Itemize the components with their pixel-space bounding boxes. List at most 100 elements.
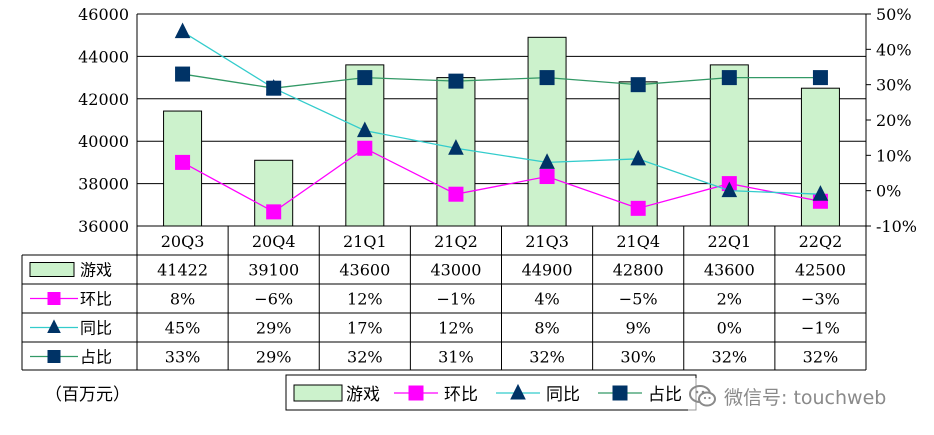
table-cell: 29% <box>256 348 292 367</box>
series-line <box>182 31 821 195</box>
data-point <box>266 80 282 96</box>
table-cell: 32% <box>803 348 839 367</box>
legend-key-marker <box>612 385 628 401</box>
category-label: 20Q4 <box>252 232 296 251</box>
data-point <box>812 70 828 86</box>
y-left-tick-label: 42000 <box>78 90 129 109</box>
legend-key-marker <box>47 292 61 305</box>
data-table: 20Q3 20Q4 21Q1 21Q2 21Q3 21Q4 22Q1 22Q2 游戏 41422 3… <box>21 225 867 371</box>
data-point <box>174 22 191 39</box>
legend-label: 同比 <box>546 385 580 405</box>
y-right-tick-label: 10% <box>876 146 912 165</box>
table-cell: 43600 <box>339 261 390 280</box>
table-cell: 32% <box>712 348 748 367</box>
table-cell: 43600 <box>704 261 755 280</box>
legend-key-bar <box>29 262 75 277</box>
data-point <box>448 73 464 89</box>
category-label: 22Q2 <box>799 232 843 251</box>
legend-label: 占比 <box>648 385 682 405</box>
unit-label: （百万元） <box>45 385 130 405</box>
legend-key-marker <box>408 385 424 401</box>
table-cell: 2% <box>717 290 742 309</box>
watermark-text: 微信号: touchweb <box>724 386 887 409</box>
legend-key-marker <box>510 383 526 400</box>
y-right-tick-label: 20% <box>876 111 912 130</box>
data-point <box>175 66 191 82</box>
watermark: 微信号: touchweb <box>688 378 928 414</box>
bar-series <box>163 36 840 227</box>
y-left-tick-label: 46000 <box>78 5 129 24</box>
bar <box>527 36 567 227</box>
table-cell: 42800 <box>613 261 664 280</box>
data-point <box>266 204 282 220</box>
legend-label: 游戏 <box>346 385 380 405</box>
data-point <box>630 200 646 216</box>
y-right-tick-label: 0% <box>876 182 901 201</box>
data-point <box>448 139 464 155</box>
table-cell: 9% <box>625 319 650 338</box>
data-point <box>357 70 373 86</box>
data-point <box>721 181 738 198</box>
table-cell: −5% <box>619 290 658 309</box>
table-cell: 30% <box>620 348 656 367</box>
table-cell: −1% <box>801 319 840 338</box>
line-series <box>174 22 829 220</box>
data-point <box>357 140 373 156</box>
table-cell: 44900 <box>522 261 573 280</box>
legend-key-bar <box>293 384 343 402</box>
legend-key-marker <box>47 350 61 363</box>
table-cell: −1% <box>437 290 476 309</box>
table-cell: 33% <box>165 348 201 367</box>
table-cell: 0% <box>717 319 742 338</box>
table-cell: 29% <box>256 319 292 338</box>
table-cell: −6% <box>254 290 293 309</box>
y-left-tick-label: 36000 <box>78 217 129 236</box>
table-cell: 32% <box>347 348 383 367</box>
y-left-tick-label: 38000 <box>78 175 129 194</box>
data-point <box>539 153 555 169</box>
legend: 游戏 环比 同比 占比 <box>285 374 697 411</box>
table-cell: 41422 <box>157 261 208 280</box>
table-cell: −3% <box>801 290 840 309</box>
row-header: 占比 <box>80 348 112 367</box>
table-cell: 45% <box>165 319 201 338</box>
data-point <box>721 70 737 86</box>
table-cell: 12% <box>347 290 383 309</box>
gridlines <box>137 13 866 227</box>
y-right-tick-label: -10% <box>876 217 917 236</box>
series-line <box>182 73 821 89</box>
bar <box>709 64 749 227</box>
category-label: 20Q3 <box>161 232 205 251</box>
data-point <box>539 70 555 86</box>
category-label: 22Q1 <box>707 232 751 251</box>
data-point <box>175 154 191 170</box>
y-right-tick-label: 40% <box>876 40 912 59</box>
table-cell: 43000 <box>430 261 481 280</box>
table-cell: 17% <box>347 319 383 338</box>
category-label: 21Q2 <box>434 232 478 251</box>
axes: 36000 38000 40000 42000 44000 46000 -10% 0% 10% 2… <box>78 5 917 236</box>
category-label: 21Q4 <box>616 232 660 251</box>
data-point <box>357 121 373 138</box>
data-point <box>539 169 555 185</box>
category-label: 21Q3 <box>525 232 569 251</box>
data-point <box>630 77 646 93</box>
table-cell: 39100 <box>248 261 299 280</box>
y-left-tick-label: 40000 <box>78 132 129 151</box>
row-header: 游戏 <box>80 261 112 280</box>
table-cell: 32% <box>529 348 565 367</box>
table-cell: 8% <box>170 290 195 309</box>
row-header: 同比 <box>80 319 112 338</box>
y-left-tick-label: 44000 <box>78 47 129 66</box>
table-cell: 31% <box>438 348 474 367</box>
data-point <box>448 186 464 202</box>
data-point <box>630 149 646 166</box>
y-right-tick-label: 50% <box>876 5 912 24</box>
series-line <box>182 147 821 213</box>
table-cell: 4% <box>534 290 559 309</box>
table-cell: 8% <box>534 319 559 338</box>
table-cell: 42500 <box>795 261 846 280</box>
row-header: 环比 <box>80 290 112 309</box>
wechat-icon <box>689 385 716 407</box>
